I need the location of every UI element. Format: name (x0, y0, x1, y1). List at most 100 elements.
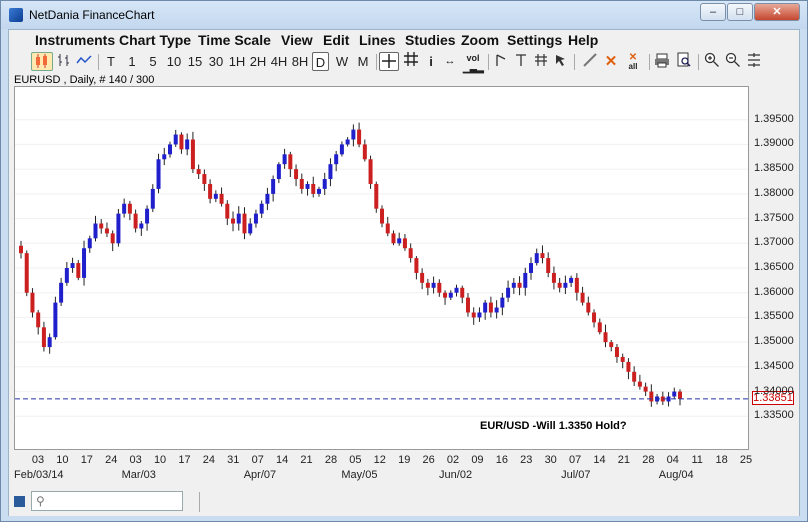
date-tick-label: 16 (495, 454, 508, 466)
period-1h[interactable]: 1H (228, 54, 246, 69)
candle-body (93, 223, 98, 239)
candle-body (87, 238, 92, 249)
search-icon: ⚲ (36, 494, 45, 508)
delete-all-icon[interactable]: ✕ all (628, 52, 638, 72)
price-chart[interactable]: EUR/USD -Will 1.3350 Hold? (14, 86, 749, 450)
search-input[interactable] (52, 493, 180, 509)
candle-body (523, 272, 528, 288)
candlestick-icon[interactable] (31, 52, 53, 71)
menu-settings[interactable]: Settings (507, 32, 563, 48)
candle-body (397, 238, 402, 244)
menu-edit[interactable]: Edit (323, 32, 350, 48)
menu-zoom[interactable]: Zoom (461, 32, 500, 48)
date-tick-label: 10 (153, 454, 167, 466)
candle-body (586, 302, 591, 313)
menu-view[interactable]: View (281, 32, 313, 48)
candle-body (282, 154, 287, 165)
instrument-color-icon[interactable] (14, 496, 25, 507)
minimize-button[interactable]: – (700, 3, 726, 21)
menu-chart-type[interactable]: Chart Type (119, 32, 192, 48)
date-tick-label: 17 (80, 454, 93, 466)
date-tick-label: 26 (422, 454, 435, 466)
period-monthly[interactable]: M (357, 54, 369, 69)
candle-body (311, 183, 316, 194)
delete-icon[interactable]: ✕ (604, 53, 618, 70)
app-logo-icon (9, 8, 23, 22)
scroll-icon[interactable]: ↔ (444, 55, 456, 67)
toolbar-separator (649, 54, 650, 70)
candle-body (660, 396, 665, 402)
date-tick-label: 14 (276, 454, 289, 466)
candle-body (574, 277, 579, 293)
period-5min[interactable]: 5 (149, 54, 157, 69)
candle-body (637, 381, 642, 387)
period-10min[interactable]: 10 (166, 54, 182, 69)
candle-body (414, 258, 419, 273)
candle-body (19, 245, 23, 254)
close-button[interactable]: ✕ (754, 3, 800, 21)
candle-body (242, 213, 247, 234)
trendline-icon[interactable] (493, 52, 509, 71)
period-30min[interactable]: 30 (208, 54, 224, 69)
menu-time-scale[interactable]: Time Scale (198, 32, 271, 48)
candle-body (190, 139, 195, 170)
period-15min[interactable]: 15 (187, 54, 203, 69)
month-label: Apr/07 (243, 469, 277, 481)
menu-help[interactable]: Help (568, 32, 599, 48)
menu-studies[interactable]: Studies (405, 32, 456, 48)
date-tick-label: 03 (129, 454, 142, 466)
candle-body (236, 213, 241, 224)
period-4h[interactable]: 4H (270, 54, 288, 69)
candle-body (59, 282, 64, 303)
candle-body (540, 253, 545, 259)
candle-body (64, 268, 69, 283)
fibonacci-icon[interactable] (533, 52, 549, 71)
print-icon[interactable] (653, 52, 671, 71)
crosshair-icon[interactable] (379, 52, 399, 71)
candle-body (357, 129, 362, 145)
candle-body (41, 327, 46, 348)
menu-lines[interactable]: Lines (359, 32, 396, 48)
candle-body (494, 307, 499, 313)
candle-body (173, 134, 178, 145)
date-tick-label: 21 (617, 454, 631, 466)
period-1min[interactable]: 1 (128, 54, 136, 69)
draw-icon[interactable] (581, 52, 599, 71)
period-daily[interactable]: D (312, 52, 329, 71)
candle-body (299, 179, 304, 189)
date-tick-label: 19 (398, 454, 411, 466)
maximize-button[interactable]: □ (727, 3, 753, 21)
candle-body (477, 312, 482, 318)
window-title: NetDania FinanceChart (29, 8, 155, 22)
date-tick-label: 04 (666, 454, 679, 466)
horizontal-line-icon[interactable] (513, 52, 529, 71)
candle-body (592, 312, 597, 323)
candle-body (322, 179, 327, 189)
line-chart-icon[interactable] (75, 52, 93, 71)
period-tick[interactable]: T (107, 54, 115, 69)
month-label: Jun/02 (439, 469, 473, 481)
grid-icon[interactable] (403, 52, 419, 71)
candle-body (597, 322, 602, 333)
candle-body (225, 203, 230, 219)
menu-instruments[interactable]: Instruments (35, 32, 116, 48)
period-8h[interactable]: 8H (291, 54, 309, 69)
ohlc-bars-icon[interactable] (55, 52, 73, 71)
zoom-out-icon[interactable] (724, 52, 742, 71)
print-preview-icon[interactable] (675, 52, 693, 71)
candle-body (649, 391, 654, 402)
search-box[interactable]: ⚲ (31, 491, 183, 511)
info-icon[interactable]: i (429, 54, 433, 69)
volume-icon[interactable]: vol ▁▃▂ (463, 53, 484, 73)
zoom-in-icon[interactable] (703, 52, 721, 71)
zoom-reset-icon[interactable] (745, 52, 763, 71)
date-tick-label: 17 (178, 454, 191, 466)
period-2h[interactable]: 2H (249, 54, 267, 69)
candle-body (36, 312, 41, 328)
cursor-icon[interactable] (553, 52, 569, 71)
toolbar: T 1 5 10 15 30 1H 2H 4H 8H D W M i ↔ vol… (9, 50, 799, 74)
candle-body (437, 282, 442, 293)
title-bar[interactable]: NetDania FinanceChart – □ ✕ (1, 1, 807, 29)
period-weekly[interactable]: W (335, 54, 349, 69)
candle-body (511, 282, 516, 288)
